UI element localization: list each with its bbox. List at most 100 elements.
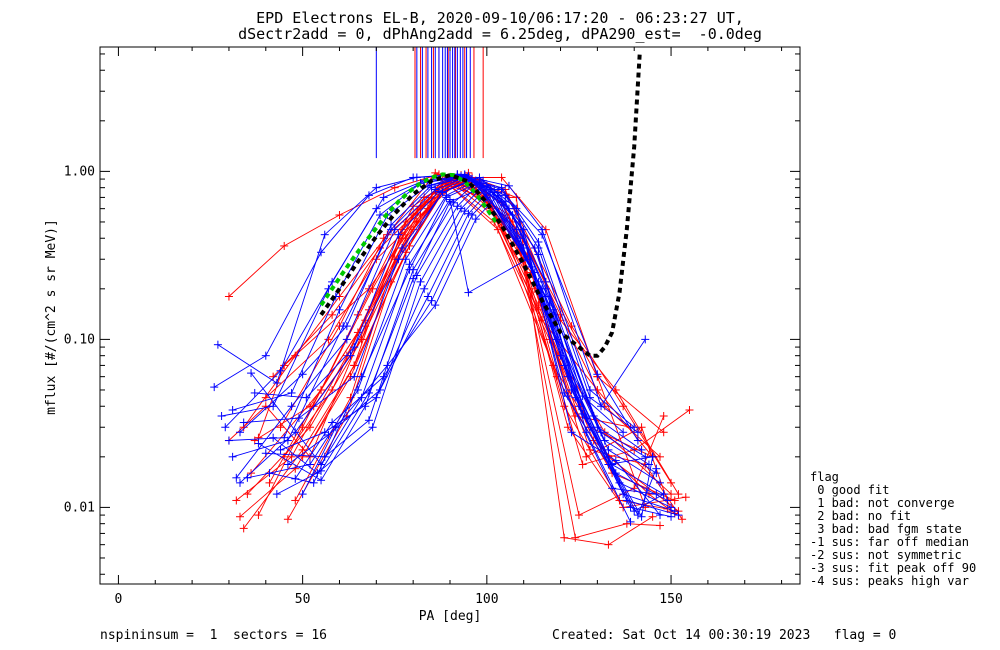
blue-data-point	[283, 460, 292, 469]
blue-data-point	[372, 183, 381, 192]
x-axis-label: PA [deg]	[419, 609, 482, 624]
blue-data-point	[317, 466, 326, 475]
red-data-point	[280, 241, 289, 250]
blue-series-line	[280, 186, 672, 518]
blue-data-point	[247, 369, 256, 378]
blue-data-point	[398, 243, 407, 252]
red-data-point	[560, 533, 569, 542]
blue-data-point	[464, 288, 473, 297]
red-data-point	[265, 478, 274, 487]
blue-data-point	[600, 436, 609, 445]
blue-data-point	[446, 197, 454, 206]
legend-entry: -1 sus: far off median	[810, 535, 969, 549]
blue-data-point	[328, 277, 337, 286]
blue-data-point	[611, 456, 620, 465]
blue-data-point	[342, 335, 351, 344]
blue-series-line	[217, 173, 639, 441]
red-data-point	[387, 277, 396, 286]
blue-data-point	[239, 418, 248, 427]
red-data-point	[306, 423, 314, 432]
fit-curve	[319, 53, 642, 358]
blue-data-point	[372, 393, 381, 402]
red-data-point	[497, 173, 506, 182]
blue-data-point	[401, 255, 410, 264]
footer-right: Created: Sat Oct 14 00:30:19 2023 flag =…	[552, 628, 897, 643]
blue-data-point	[364, 388, 373, 397]
x-tick-label: 0	[115, 592, 123, 607]
y-tick-label: 0.01	[64, 500, 95, 515]
blue-data-point	[652, 464, 661, 473]
blue-series-line	[302, 194, 654, 518]
blue-data-point	[442, 193, 451, 202]
blue-data-point	[431, 185, 440, 194]
footer-left: nspininsum = 1 sectors = 16	[100, 628, 327, 643]
blue-data-point	[427, 296, 436, 305]
blue-data-point	[593, 370, 602, 379]
blue-data-point	[405, 265, 414, 274]
red-data-point	[287, 452, 296, 461]
red-data-point	[353, 328, 362, 337]
red-data-point	[604, 540, 613, 549]
blue-data-point	[464, 209, 473, 218]
blue-data-point	[578, 392, 587, 401]
blue-data-point	[394, 255, 403, 264]
blue-data-point	[379, 193, 388, 202]
red-data-point	[357, 335, 366, 344]
y-tick-label: 0.10	[64, 332, 95, 347]
blue-data-point	[674, 511, 683, 520]
blue-data-point	[254, 439, 263, 448]
blue-data-point	[224, 436, 233, 445]
blue-series-line	[258, 181, 672, 508]
legend-entry: 1 bad: not converge	[810, 496, 955, 510]
blue-data-point	[412, 173, 421, 182]
blue-data-point	[302, 393, 311, 402]
red-data-point	[254, 511, 263, 520]
blue-data-point	[353, 385, 362, 394]
blue-data-point	[287, 402, 296, 411]
red-series-line	[313, 176, 675, 514]
y-axis-label: mflux [#/(cm^2 s sr MeV)]	[44, 219, 59, 415]
blue-data-point	[641, 452, 650, 461]
blue-data-point	[530, 243, 539, 252]
blue-series-line	[228, 174, 642, 451]
blue-data-point	[387, 220, 396, 229]
red-data-point	[350, 361, 359, 370]
blue-data-point	[317, 476, 326, 485]
blue-data-point	[346, 351, 355, 360]
blue-data-point	[364, 191, 373, 200]
red-data-point	[678, 515, 687, 524]
red-data-point	[578, 460, 587, 469]
blue-data-point	[604, 460, 613, 469]
blue-data-point	[464, 173, 473, 182]
blue-data-point	[431, 301, 440, 310]
blue-data-point	[383, 361, 392, 370]
legend-entry: -4 sus: peaks high var	[810, 574, 969, 588]
red-series-line	[228, 173, 653, 458]
blue-data-point	[468, 211, 477, 220]
blue-data-point	[291, 428, 300, 437]
red-data-point	[291, 464, 300, 473]
blue-data-point	[221, 423, 230, 432]
legend-title: flag	[810, 470, 839, 484]
red-data-point	[243, 490, 252, 499]
legend-entry: -3 sus: fit peak off 90	[810, 561, 977, 575]
red-data-point	[656, 521, 664, 530]
red-data-point	[656, 452, 664, 461]
red-data-point	[582, 452, 591, 461]
y-tick-label: 1.00	[64, 164, 95, 179]
blue-data-point	[479, 176, 488, 185]
blue-data-point	[656, 511, 664, 520]
blue-data-point	[512, 204, 521, 213]
blue-data-point	[228, 405, 237, 414]
blue-data-point	[328, 418, 337, 427]
blue-data-point	[604, 445, 613, 454]
blue-series-line	[272, 185, 679, 516]
blue-data-point	[626, 517, 635, 526]
blue-data-point	[475, 173, 484, 182]
blue-series-line	[239, 176, 657, 484]
blue-data-point	[335, 305, 344, 314]
blue-data-point	[250, 388, 259, 397]
blue-data-point	[368, 423, 377, 432]
blue-data-point	[563, 392, 572, 401]
